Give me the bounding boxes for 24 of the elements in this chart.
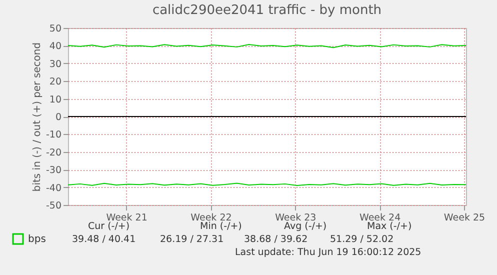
text: 38.68 / 39.62 (244, 234, 308, 245)
y-tick-label: -10 (46, 130, 62, 141)
y-tick-label: -50 (46, 200, 62, 212)
y-tick-label: 20 (49, 76, 62, 88)
y-tick-label: 10 (49, 94, 62, 106)
text: 39.48 / 40.41 (72, 234, 136, 245)
text: Last update: Thu Jun 19 16:00:12 2025 (235, 247, 422, 258)
y-tick-label: 0 (55, 112, 62, 123)
text: 26.19 / 27.31 (160, 234, 224, 245)
y-tick-label: 30 (49, 58, 62, 70)
text: Cur (-/+) (88, 221, 130, 232)
y-tick-label: -40 (46, 182, 62, 194)
y-tick-label: 40 (49, 41, 62, 52)
text: Avg (-/+) (284, 221, 327, 232)
y-tick-label: -30 (46, 165, 62, 176)
text: 51.29 / 52.02 (330, 234, 394, 245)
y-axis-title: bits in (-) / out (+) per second (32, 42, 43, 192)
text: Max (-/+) (367, 221, 412, 232)
y-tick-label: 50 (49, 24, 62, 34)
text: Min (-/+) (200, 221, 242, 232)
chart-title: calidc290ee2041 traffic - by month (152, 3, 382, 18)
legend-label: bps (28, 234, 46, 245)
y-tick-label: -20 (46, 147, 62, 158)
x-tick-label: Week 25 (444, 212, 486, 224)
